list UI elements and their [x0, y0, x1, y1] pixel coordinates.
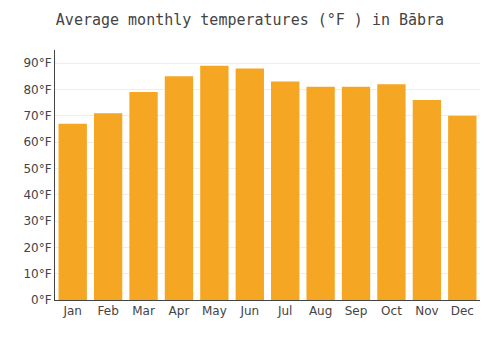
svg-text:Mar: Mar	[132, 304, 155, 318]
svg-text:Apr: Apr	[169, 304, 190, 318]
svg-text:Sep: Sep	[345, 304, 368, 318]
svg-text:Feb: Feb	[98, 304, 119, 318]
svg-text:Average monthly temperatures (: Average monthly temperatures (°F ) in Bā…	[56, 11, 444, 29]
svg-text:80°F: 80°F	[23, 83, 51, 97]
svg-text:70°F: 70°F	[23, 109, 51, 123]
svg-text:90°F: 90°F	[23, 56, 51, 70]
svg-text:40°F: 40°F	[23, 188, 51, 202]
svg-text:20°F: 20°F	[23, 241, 51, 255]
svg-text:Aug: Aug	[309, 304, 332, 318]
svg-text:60°F: 60°F	[23, 135, 51, 149]
svg-text:Nov: Nov	[415, 304, 438, 318]
svg-text:Dec: Dec	[451, 304, 474, 318]
svg-text:Oct: Oct	[381, 304, 402, 318]
svg-text:May: May	[202, 304, 227, 318]
svg-text:Jan: Jan	[62, 304, 82, 318]
svg-text:Jul: Jul	[277, 304, 292, 318]
svg-text:Jun: Jun	[239, 304, 259, 318]
svg-text:30°F: 30°F	[23, 214, 51, 228]
svg-text:10°F: 10°F	[23, 267, 51, 281]
svg-text:0°F: 0°F	[31, 293, 52, 307]
svg-text:50°F: 50°F	[23, 162, 51, 176]
